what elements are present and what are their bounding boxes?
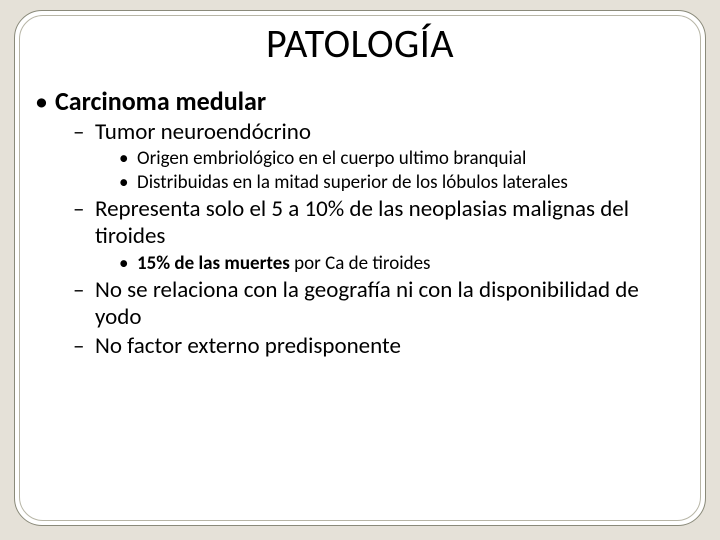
bullet-lvl2-text: Representa solo el 5 a 10% de las neopla… — [95, 195, 629, 250]
bullet-list-lvl3: 15% de las muertes por Ca de tiroides — [119, 252, 687, 275]
bullet-list-lvl1: Carcinoma medular Tumor neuroendócrino O… — [33, 87, 687, 360]
slide-body: Carcinoma medular Tumor neuroendócrino O… — [33, 87, 687, 364]
content-panel: PATOLOGÍA Carcinoma medular Tumor neuroe… — [14, 10, 706, 526]
bullet-lvl3-bold: 15% de las muertes — [137, 252, 294, 275]
bullet-lvl2-text: Tumor neuroendócrino — [95, 118, 311, 146]
slide-title: PATOLOGÍA — [15, 19, 705, 68]
bullet-lvl2: No factor externo predisponente — [73, 333, 687, 360]
bullet-lvl2: Tumor neuroendócrino Origen embriológico… — [73, 119, 687, 194]
bullet-lvl2: No se relaciona con la geografía ni con … — [73, 277, 687, 331]
bullet-lvl3: Distribuidas en la mitad superior de los… — [119, 171, 687, 194]
bullet-lvl3-rest: por Ca de tiroides — [294, 252, 430, 275]
bullet-lvl3: Origen embriológico en el cuerpo ultimo … — [119, 147, 687, 170]
bullet-list-lvl3: Origen embriológico en el cuerpo ultimo … — [119, 147, 687, 194]
bullet-list-lvl2: Tumor neuroendócrino Origen embriológico… — [73, 119, 687, 360]
bullet-lvl2: Representa solo el 5 a 10% de las neopla… — [73, 196, 687, 274]
bullet-lvl3: 15% de las muertes por Ca de tiroides — [119, 252, 687, 275]
bullet-lvl1-text: Carcinoma medular — [55, 85, 266, 117]
bullet-lvl1: Carcinoma medular Tumor neuroendócrino O… — [33, 87, 687, 360]
slide: PATOLOGÍA Carcinoma medular Tumor neuroe… — [0, 0, 720, 540]
